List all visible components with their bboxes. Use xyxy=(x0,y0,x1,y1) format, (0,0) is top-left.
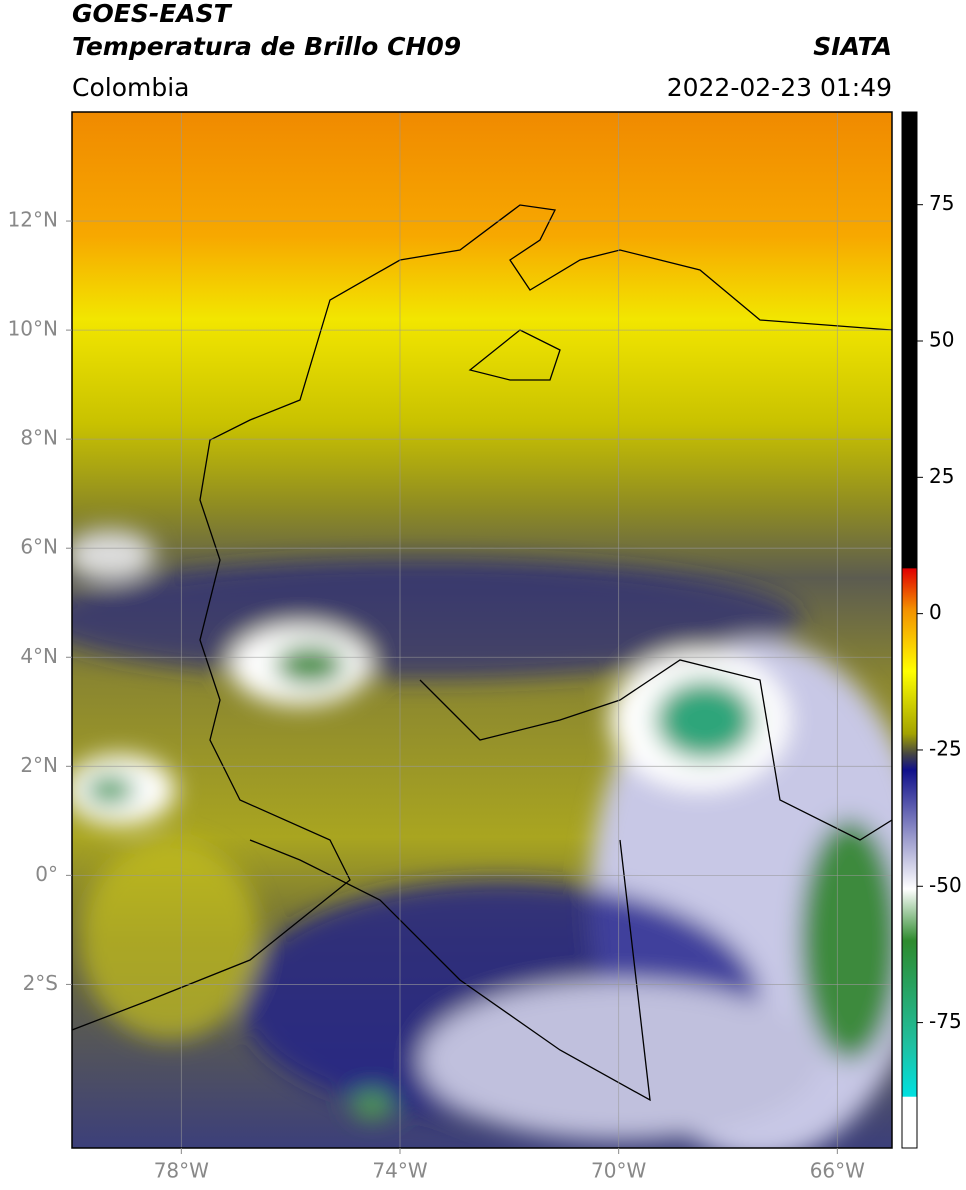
y-tick-label: 4°N xyxy=(20,644,58,668)
colorbar-tick-label: -25 xyxy=(929,736,962,760)
datetime: 2022-02-23 01:49 xyxy=(667,73,892,102)
source: SIATA xyxy=(813,32,892,61)
y-tick-label: 6°N xyxy=(20,535,58,559)
title: GOES-EAST xyxy=(72,0,233,28)
map-frame xyxy=(71,111,893,1149)
y-tick-label: 10°N xyxy=(8,317,58,341)
colorbar-tick-label: 0 xyxy=(929,600,942,624)
x-tick-label: 74°W xyxy=(372,1159,427,1183)
subtitle: Temperatura de Brillo CH09 xyxy=(72,32,461,61)
y-tick-label: 0° xyxy=(35,862,58,886)
x-tick-label: 66°W xyxy=(810,1159,865,1183)
colorbar-tick-label: 50 xyxy=(929,328,954,352)
colorbar-tick-label: 25 xyxy=(929,464,954,488)
region: Colombia xyxy=(72,73,189,102)
y-tick-label: 12°N xyxy=(8,208,58,232)
y-tick-label: 8°N xyxy=(20,426,58,450)
satellite-image xyxy=(72,112,892,1148)
x-tick-label: 78°W xyxy=(154,1159,209,1183)
colorbar-tick-label: -75 xyxy=(929,1009,962,1033)
y-tick-label: 2°N xyxy=(20,753,58,777)
y-tick-label: 2°S xyxy=(23,971,58,995)
colorbar-tick-label: -50 xyxy=(929,873,962,897)
grid xyxy=(72,112,892,1148)
colorbar-tick-label: 75 xyxy=(929,191,954,215)
x-tick-label: 70°W xyxy=(591,1159,646,1183)
colorbar xyxy=(901,111,918,1149)
